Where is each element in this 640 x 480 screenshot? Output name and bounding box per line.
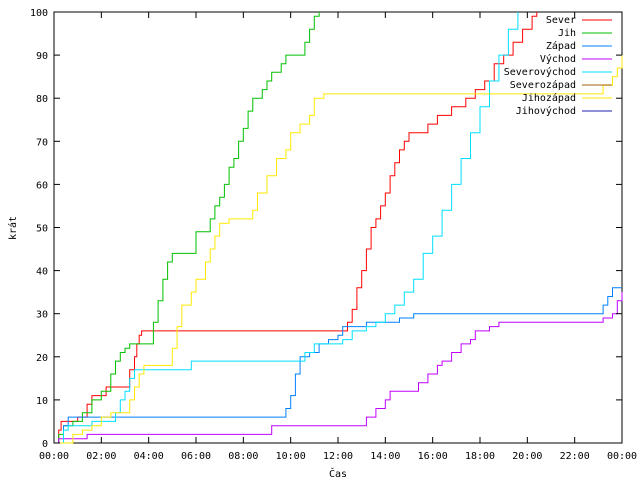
legend: Sever JihZápadVýchodSeverovýchodSeverozáp… — [504, 15, 612, 117]
x-tick-label-6: 12:00 — [323, 451, 353, 462]
x-tick-label-3: 06:00 — [181, 451, 211, 462]
y-tick-label-2: 20 — [36, 353, 48, 364]
legend-label-7: Jihovýchod — [516, 105, 576, 117]
x-tick-label-12: 00:00 — [607, 451, 637, 462]
series-line-0 — [54, 12, 538, 444]
series-line-4 — [54, 12, 519, 444]
y-tick-label-5: 50 — [36, 224, 48, 235]
x-tick-label-4: 08:00 — [228, 451, 258, 462]
y-tick-label-6: 60 — [36, 180, 48, 191]
x-tick-label-5: 10:00 — [276, 451, 306, 462]
y-axis-label: krát — [7, 216, 19, 240]
y-tick-label-3: 30 — [36, 310, 48, 321]
y-axis: 0 10 20 30 40 50 60 70 80 90 100 — [30, 8, 622, 450]
x-tick-label-9: 18:00 — [465, 451, 495, 462]
x-axis: 00:00 02:00 04:00 06:00 08:00 10:00 12:00 14:00… — [39, 12, 637, 462]
y-tick-label-1: 10 — [36, 396, 48, 407]
series-line-1 — [54, 12, 320, 444]
x-tick-label-0: 00:00 — [39, 451, 69, 462]
x-tick-label-2: 04:00 — [134, 451, 164, 462]
y-tick-label-8: 80 — [36, 94, 48, 105]
y-tick-label-10: 100 — [30, 8, 48, 19]
legend-label-3: Východ — [540, 53, 576, 65]
legend-label-1: Jih — [558, 28, 576, 39]
series-layer — [54, 12, 623, 444]
series-line-2 — [54, 287, 622, 444]
x-axis-label: Čas — [329, 467, 347, 480]
series-line-3 — [54, 292, 623, 444]
y-tick-label-7: 70 — [36, 137, 48, 148]
x-tick-label-11: 22:00 — [560, 451, 590, 462]
legend-label-6: Jihozápad — [522, 92, 576, 104]
x-tick-label-8: 16:00 — [418, 451, 448, 462]
x-tick-label-7: 14:00 — [370, 451, 400, 462]
y-tick-label-4: 40 — [36, 267, 48, 278]
legend-label-0: Sever — [546, 15, 576, 26]
legend-label-4: Severovýchod — [504, 66, 576, 78]
series-line-6 — [54, 55, 623, 444]
y-tick-label-9: 90 — [36, 51, 48, 62]
x-tick-label-1: 02:00 — [86, 451, 116, 462]
legend-label-2: Západ — [546, 40, 576, 52]
y-tick-label-0: 0 — [42, 439, 48, 450]
legend-label-5: Severozápad — [510, 79, 576, 91]
x-tick-label-10: 20:00 — [512, 451, 542, 462]
